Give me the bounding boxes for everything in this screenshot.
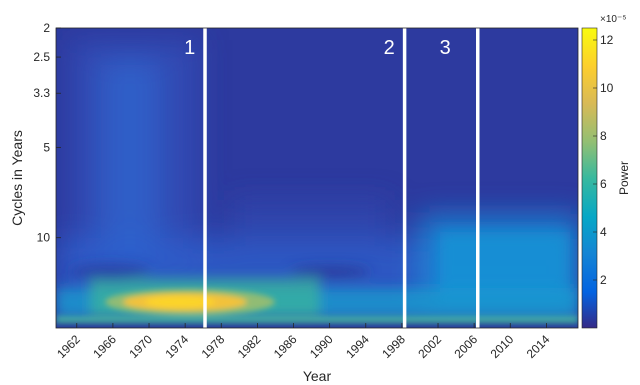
y-tick-label: 10 xyxy=(37,231,51,245)
y-tick-label: 5 xyxy=(43,140,50,154)
x-tick-label: 2010 xyxy=(488,332,517,361)
x-tick-label: 1970 xyxy=(126,332,155,361)
colorbar-exponent: ×10⁻⁵ xyxy=(600,14,626,25)
x-tick-label: 2014 xyxy=(524,332,553,361)
segment-dividers xyxy=(203,28,480,328)
x-tick-label: 1978 xyxy=(199,332,228,361)
colorbar-tick-label: 6 xyxy=(600,177,607,191)
colorbar-tick-label: 10 xyxy=(600,81,614,95)
segment-label-1: 1 xyxy=(184,37,195,59)
x-tick-label: 1986 xyxy=(271,332,300,361)
segment-label-2: 2 xyxy=(384,37,395,59)
y-tick-label: 2 xyxy=(43,21,50,35)
y-axis: 2 2.5 3.3 5 10 xyxy=(33,21,61,245)
plot-frame xyxy=(55,27,579,329)
colorbar-tick-label: 2 xyxy=(600,273,607,287)
x-axis: 1962 1966 1970 1974 1978 1982 1986 1990 1994 1998… xyxy=(54,323,553,361)
colorbar-axis: 2 4 6 8 10 12 xyxy=(593,33,614,287)
heatmap-area xyxy=(56,28,578,328)
segment-labels: 1 2 3 xyxy=(184,37,451,59)
colorbar-tick-label: 12 xyxy=(600,33,614,47)
x-tick-label: 1998 xyxy=(379,332,408,361)
x-tick-label: 1966 xyxy=(90,332,119,361)
y-axis-label: Cycles in Years xyxy=(9,130,25,226)
y-tick-label: 3.3 xyxy=(33,86,50,100)
x-tick-label: 2006 xyxy=(451,332,480,361)
x-tick-label: 1962 xyxy=(54,332,83,361)
y-tick-label: 2.5 xyxy=(33,50,50,64)
x-tick-label: 1990 xyxy=(307,332,336,361)
x-tick-label: 1982 xyxy=(235,332,264,361)
x-tick-label: 1994 xyxy=(343,332,372,361)
segment-label-3: 3 xyxy=(440,37,451,59)
colorbar xyxy=(581,27,598,329)
x-tick-label: 2002 xyxy=(415,332,444,361)
colorbar-tick-label: 4 xyxy=(600,225,607,239)
colorbar-label: Power xyxy=(617,161,631,195)
x-tick-label: 1974 xyxy=(162,332,191,361)
heatmap-high-power-spot xyxy=(56,289,578,328)
x-axis-label: Year xyxy=(303,368,332,384)
colorbar-tick-label: 8 xyxy=(600,129,607,143)
